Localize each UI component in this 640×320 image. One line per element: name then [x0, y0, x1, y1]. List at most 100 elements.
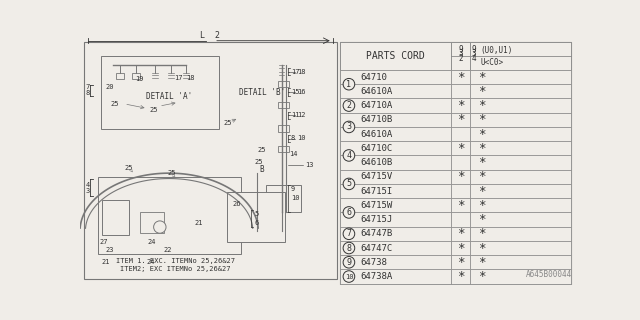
Text: 21: 21: [195, 220, 203, 226]
Bar: [470, 70, 571, 84]
Bar: [470, 42, 571, 70]
Text: *: *: [477, 128, 485, 140]
Bar: [340, 70, 451, 84]
Text: 64710A: 64710A: [360, 101, 393, 110]
Text: 17: 17: [291, 68, 300, 75]
Bar: [470, 255, 571, 269]
Bar: [340, 84, 451, 99]
Bar: [340, 241, 451, 255]
Text: 2: 2: [458, 54, 463, 63]
Circle shape: [343, 257, 355, 268]
Bar: [470, 141, 571, 156]
Text: *: *: [477, 227, 485, 240]
Text: 5: 5: [346, 180, 351, 188]
Bar: [227, 192, 285, 243]
Text: *: *: [477, 156, 485, 169]
Bar: [470, 113, 571, 127]
Text: PARTS CORD: PARTS CORD: [366, 51, 425, 61]
Text: *: *: [457, 142, 464, 155]
Text: 64715W: 64715W: [360, 201, 393, 210]
Bar: [116, 73, 124, 79]
Text: 64610B: 64610B: [360, 158, 393, 167]
Bar: [451, 198, 470, 212]
Text: *: *: [477, 256, 485, 269]
Text: 9: 9: [458, 44, 463, 53]
Text: 64715I: 64715I: [360, 187, 393, 196]
Text: *: *: [477, 213, 485, 226]
Bar: [340, 141, 451, 156]
Text: 25: 25: [223, 120, 232, 126]
Bar: [340, 42, 571, 284]
Bar: [451, 156, 470, 170]
Bar: [451, 269, 470, 284]
Text: *: *: [477, 71, 485, 84]
Text: 1: 1: [346, 80, 351, 89]
Text: 10: 10: [297, 135, 305, 141]
Text: *: *: [477, 85, 485, 98]
Bar: [451, 42, 470, 70]
Text: 64715V: 64715V: [360, 172, 393, 181]
Circle shape: [343, 178, 355, 190]
Bar: [470, 198, 571, 212]
Text: 25: 25: [125, 165, 133, 171]
Text: 9: 9: [291, 186, 295, 192]
Text: 18: 18: [297, 68, 305, 75]
Text: 12: 12: [297, 112, 305, 118]
Text: 25: 25: [167, 170, 176, 176]
Text: 7: 7: [85, 84, 90, 90]
Bar: [340, 184, 451, 198]
Text: *: *: [457, 170, 464, 183]
Text: 64610A: 64610A: [360, 130, 393, 139]
Text: *: *: [457, 199, 464, 212]
Text: *: *: [457, 113, 464, 126]
Bar: [470, 227, 571, 241]
Text: 25: 25: [258, 147, 266, 153]
Circle shape: [343, 242, 355, 254]
Text: 20: 20: [106, 84, 115, 90]
Text: 8: 8: [291, 135, 295, 141]
Bar: [340, 99, 451, 113]
Circle shape: [343, 100, 355, 111]
Text: 24: 24: [147, 259, 155, 265]
Bar: [340, 113, 451, 127]
Text: 19: 19: [136, 76, 144, 82]
Bar: [451, 127, 470, 141]
Text: 4: 4: [472, 54, 476, 63]
Bar: [132, 73, 140, 79]
Text: 64738A: 64738A: [360, 272, 393, 281]
Bar: [84, 42, 337, 279]
Bar: [340, 269, 451, 284]
Bar: [340, 198, 451, 212]
Text: 24: 24: [148, 239, 156, 245]
Bar: [102, 200, 129, 235]
Bar: [140, 212, 164, 233]
Text: *: *: [477, 270, 485, 283]
Text: 3: 3: [472, 49, 476, 58]
Bar: [340, 42, 451, 70]
Text: 4: 4: [85, 182, 90, 188]
Text: *: *: [477, 142, 485, 155]
Text: *: *: [457, 256, 464, 269]
Text: 7: 7: [346, 229, 351, 238]
Bar: [278, 125, 289, 132]
Bar: [451, 255, 470, 269]
Text: 10: 10: [345, 274, 353, 280]
Text: 8: 8: [346, 244, 351, 252]
Text: 2: 2: [346, 101, 351, 110]
Circle shape: [343, 121, 355, 133]
Text: *: *: [457, 270, 464, 283]
Text: 21: 21: [101, 259, 110, 265]
Bar: [470, 99, 571, 113]
Text: 25: 25: [111, 101, 119, 107]
Bar: [451, 212, 470, 227]
Text: 23: 23: [105, 247, 114, 253]
Bar: [266, 185, 301, 212]
Text: 22: 22: [163, 247, 172, 253]
Bar: [278, 81, 289, 87]
Text: ITEM2; EXC ITEMNo 25,26&27: ITEM2; EXC ITEMNo 25,26&27: [120, 266, 230, 272]
Bar: [278, 102, 289, 108]
Text: 14: 14: [289, 151, 298, 157]
Text: ITEM 1. EXC. ITEMNo 25,26&27: ITEM 1. EXC. ITEMNo 25,26&27: [116, 258, 235, 264]
Text: 8: 8: [85, 90, 90, 96]
Text: A645B00044: A645B00044: [526, 270, 572, 279]
